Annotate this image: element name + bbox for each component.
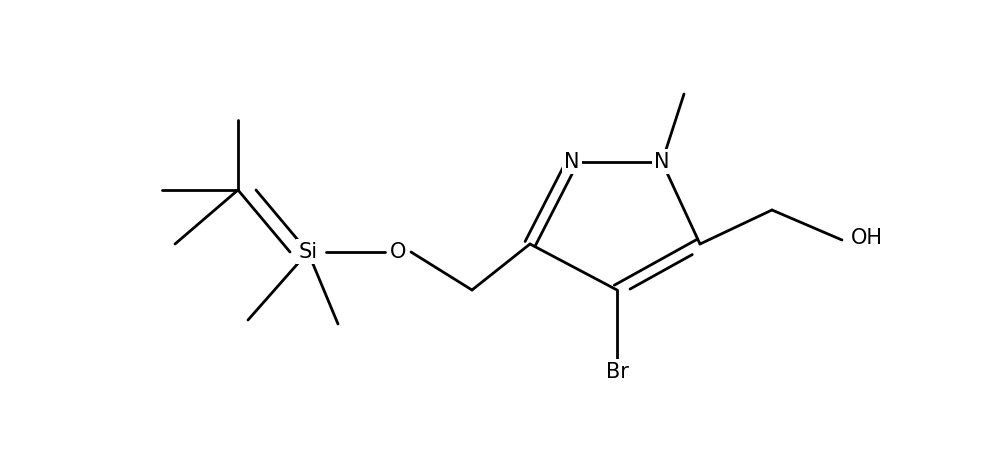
- Text: N: N: [655, 152, 670, 172]
- Text: OH: OH: [851, 228, 883, 248]
- Text: Br: Br: [606, 362, 629, 382]
- Text: O: O: [389, 242, 406, 262]
- Text: Si: Si: [298, 242, 317, 262]
- Text: N: N: [565, 152, 580, 172]
